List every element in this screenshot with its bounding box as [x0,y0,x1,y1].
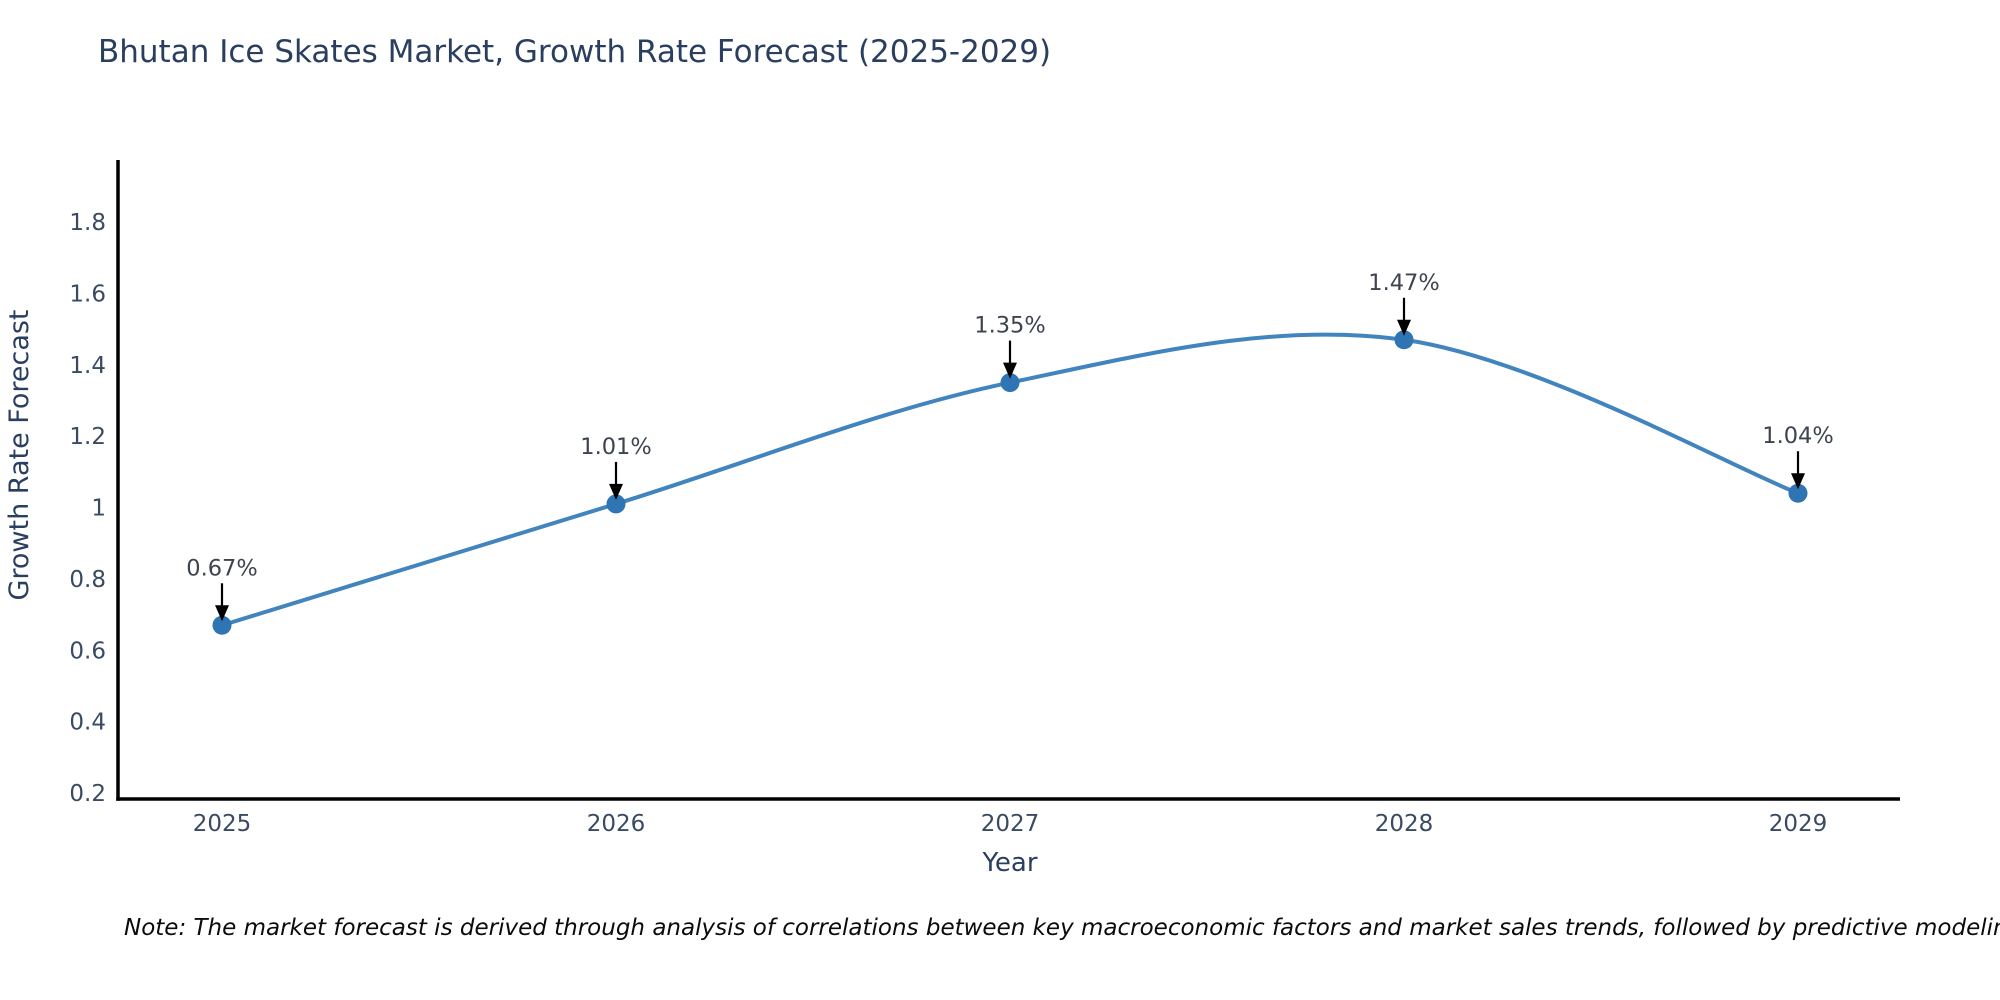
x-axis-title: Year [981,848,1037,878]
annotation-arrowhead-icon [1791,473,1805,490]
chart-title: Bhutan Ice Skates Market, Growth Rate Fo… [98,34,1052,70]
y-tick-label: 0.2 [69,781,106,807]
x-tick-labels: 2025 2026 2027 2028 2029 [193,811,1828,837]
x-tick-label: 2026 [587,811,646,837]
data-point-marker[interactable] [1394,330,1414,350]
footnote: Note: The market forecast is derived thr… [124,915,2000,941]
y-tick-label: 1 [91,496,106,522]
y-tick-label: 1.8 [69,210,106,236]
y-tick-label: 1.4 [69,353,106,379]
x-tick-label: 2027 [981,811,1040,837]
annotation-arrowhead-icon [1003,362,1017,379]
point-annotations: 0.67% 1.01% 1.35% 1.47% 1.04% [186,270,1834,622]
y-tick-label: 1.2 [69,424,106,450]
point-annotation-label: 1.04% [1762,423,1833,449]
point-annotation-label: 0.67% [186,555,257,581]
annotation-arrowhead-icon [1397,319,1411,336]
y-tick-labels: 0.2 0.4 0.6 0.8 1 1.2 1.4 1.6 1.8 [69,210,106,807]
point-annotation-label: 1.47% [1368,270,1439,296]
data-point-marker[interactable] [1000,373,1020,393]
point-annotation-label: 1.01% [580,434,651,460]
x-tick-label: 2029 [1769,811,1828,837]
y-tick-label: 0.8 [69,567,106,593]
data-point-markers [212,330,1808,635]
y-tick-label: 0.6 [69,638,106,664]
x-tick-label: 2025 [193,811,252,837]
data-point-marker[interactable] [1788,483,1808,503]
data-point-marker[interactable] [212,615,232,635]
y-axis-title: Growth Rate Forecast [4,309,35,600]
y-tick-label: 0.4 [69,710,106,736]
annotation-arrowhead-icon [609,483,623,500]
point-annotation-label: 1.35% [974,313,1045,339]
x-tick-label: 2028 [1375,811,1434,837]
annotation-arrowhead-icon [215,605,229,622]
data-point-marker[interactable] [606,494,626,514]
y-tick-label: 1.6 [69,281,106,307]
